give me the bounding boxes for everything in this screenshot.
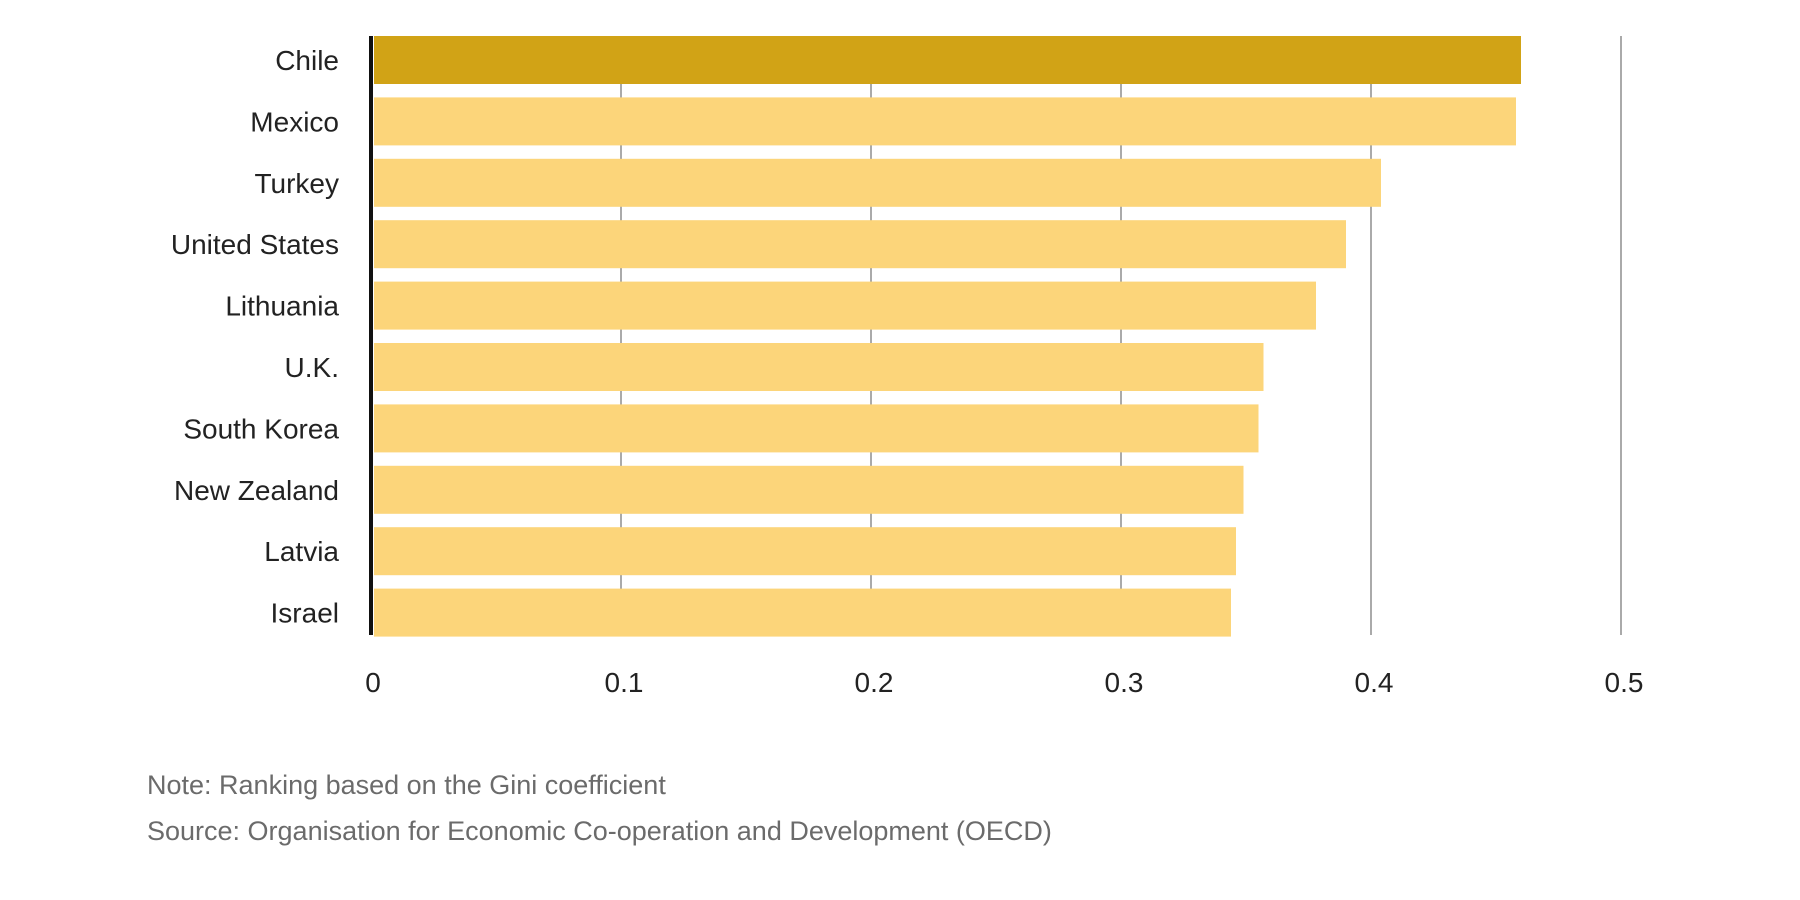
category-label: United States [171,229,339,260]
category-labels: Chile Mexico Turkey United States Lithuania U… [171,45,340,629]
x-tick-label: 0.3 [1105,667,1144,698]
bar-lithuania [374,281,1316,330]
category-label: New Zealand [174,475,339,506]
category-label: South Korea [183,413,339,444]
bar-new-zealand [374,465,1244,514]
bars [374,36,1521,637]
category-label: U.K. [285,352,339,383]
x-tick-labels: 0 0.1 0.2 0.3 0.4 0.5 [365,667,1643,698]
category-label: Turkey [254,168,339,199]
bar-chile [374,36,1521,84]
bar-turkey [374,158,1381,207]
bar-south-korea [374,404,1259,453]
x-tick-label: 0.1 [605,667,644,698]
category-label: Chile [275,45,339,76]
bar-israel [374,588,1231,637]
x-tick-label: 0.2 [855,667,894,698]
chart-source: Source: Organisation for Economic Co-ope… [147,816,1052,846]
bar-u-k [374,343,1264,391]
x-tick-label: 0 [365,667,381,698]
x-tick-label: 0.4 [1355,667,1394,698]
x-tick-label: 0.5 [1605,667,1644,698]
category-label: Mexico [250,106,339,137]
chart-note: Note: Ranking based on the Gini coeffici… [147,770,666,800]
category-label: Israel [271,598,339,629]
category-label: Lithuania [225,291,339,322]
category-label: Latvia [264,536,339,567]
bar-latvia [374,527,1236,576]
bar-united-states [374,220,1346,269]
bar-chart: Chile Mexico Turkey United States Lithuania U… [171,36,1643,698]
bar-mexico [374,97,1516,146]
